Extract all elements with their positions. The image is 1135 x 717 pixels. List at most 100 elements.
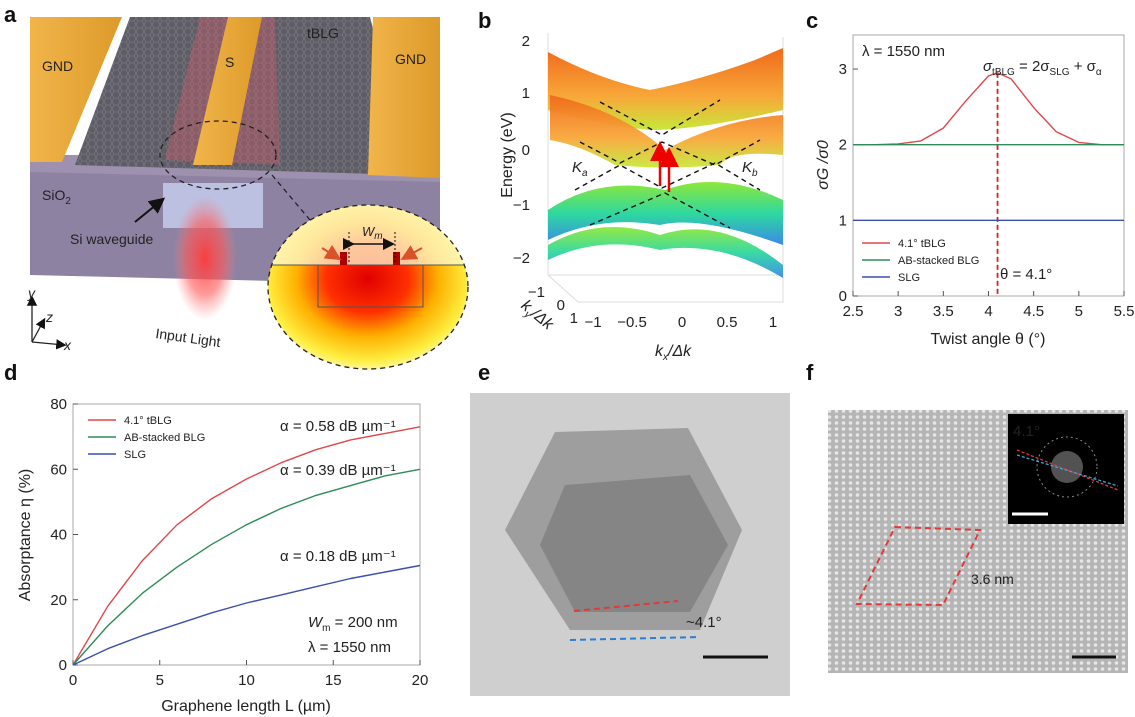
x-axis-label: Twist angle θ (°) bbox=[931, 331, 1046, 348]
y-axis-label: Absorptance η (%) bbox=[17, 469, 34, 602]
input-light-label: Input Light bbox=[155, 325, 222, 350]
theta-annotation: θ = 4.1° bbox=[1000, 266, 1052, 283]
panel-b-label: b bbox=[478, 8, 491, 33]
y-tick-label: 0 bbox=[59, 657, 67, 674]
lower-band-2 bbox=[548, 227, 783, 278]
x-tick-label: 5 bbox=[1075, 303, 1083, 320]
panel-a-label: a bbox=[4, 2, 17, 27]
legend-label: SLG bbox=[124, 449, 146, 461]
wm-annotation: Wm = 200 nm bbox=[308, 614, 398, 634]
y-tick-label: 2 bbox=[839, 137, 847, 154]
coordinate-axes: y z x bbox=[26, 285, 72, 353]
fft-angle-label: 4.1° bbox=[1013, 423, 1040, 440]
ytick: 2 bbox=[522, 33, 530, 50]
wavelength-annotation: λ = 1550 nm bbox=[862, 43, 945, 60]
legend-label: 4.1° tBLG bbox=[898, 238, 946, 250]
legend-label: 4.1° tBLG bbox=[124, 415, 172, 427]
x-tick-label: 15 bbox=[325, 672, 342, 689]
fft-ring bbox=[1036, 436, 1098, 498]
ky-ticks: −1 0 1 bbox=[528, 284, 578, 327]
fft-blue-line bbox=[1016, 454, 1119, 487]
x-tick-label: 20 bbox=[412, 672, 429, 689]
panel-c-chart: c 2.5 3 3.5 4 4.5 5 5.5 0 1 2 3 4.1° tBLG AB-stacked… bbox=[806, 8, 1134, 348]
twist-angle-label: ~4.1° bbox=[686, 614, 722, 631]
ytick: −2 bbox=[513, 250, 530, 267]
y-tick-label: 20 bbox=[50, 592, 67, 609]
legend-label: AB-stacked BLG bbox=[898, 255, 979, 267]
energy-axis-label: Energy (eV) bbox=[499, 112, 516, 197]
x-tick-label: 4.5 bbox=[1023, 303, 1044, 320]
gnd-right-label: GND bbox=[395, 51, 426, 67]
y-axis-label: σG /σ0 bbox=[815, 140, 832, 190]
tblg-label: tBLG bbox=[307, 25, 339, 41]
x-tick-label: 2.5 bbox=[843, 303, 864, 320]
gnd-left-label: GND bbox=[42, 58, 73, 74]
panel-e-label: e bbox=[478, 360, 490, 385]
ka-label: Ka bbox=[572, 159, 588, 179]
lower-band-1 bbox=[548, 182, 783, 245]
x-tick-label: 5.5 bbox=[1114, 303, 1135, 320]
x-tick-label: 4 bbox=[984, 303, 992, 320]
ytick: 1 bbox=[522, 85, 530, 102]
series-line-ab-stacked-blg bbox=[72, 468, 421, 666]
fft-center bbox=[1051, 451, 1083, 483]
kytick: −1 bbox=[528, 284, 545, 301]
panel-b: b Ka Kb 2 1 0 −1 −2 Energy (eV) −1 −0.5 bbox=[478, 8, 784, 363]
moire-unit-cell bbox=[855, 525, 982, 607]
x-tick-label: 0 bbox=[69, 672, 77, 689]
kx-ticks: −1 −0.5 0 0.5 1 bbox=[584, 314, 777, 331]
x-tick-label: 3 bbox=[894, 303, 902, 320]
series-line-4-1-tblg bbox=[72, 426, 421, 666]
y-tick-label: 60 bbox=[50, 461, 67, 478]
waveguide-label: Si waveguide bbox=[70, 231, 153, 247]
panel-d-label: d bbox=[4, 360, 17, 385]
signal-electrode bbox=[193, 17, 262, 165]
x-tick-label: 5 bbox=[156, 672, 164, 689]
kb-label: Kb bbox=[742, 159, 758, 179]
gnd-left-electrode bbox=[30, 17, 122, 162]
y-tick-label: 0 bbox=[839, 288, 847, 305]
bottom-edge-line bbox=[569, 636, 701, 641]
energy-ticks: 2 1 0 −1 −2 bbox=[513, 33, 530, 267]
xtick: 0 bbox=[678, 314, 686, 331]
input-light-beam bbox=[173, 196, 237, 320]
xtick: 0.5 bbox=[717, 314, 738, 331]
waveguide-arrow bbox=[134, 197, 166, 223]
zoom-circle bbox=[159, 120, 277, 190]
top-edge-line bbox=[573, 600, 679, 612]
panel-a: a GND S tBLG GND SiO2 Si waveguide Input… bbox=[4, 2, 469, 370]
panel-c-label: c bbox=[806, 8, 818, 33]
formula-annotation: σtBLG = 2σSLG + σα bbox=[983, 58, 1102, 78]
y-tick-label: 80 bbox=[50, 396, 67, 413]
x-tick-label: 10 bbox=[238, 672, 255, 689]
alpha-blg-annotation: α = 0.39 dB µm⁻¹ bbox=[280, 462, 396, 479]
series-line-4-1-tblg bbox=[853, 72, 1124, 146]
xtick: 1 bbox=[769, 314, 777, 331]
legend-label: SLG bbox=[898, 272, 920, 284]
signal-label: S bbox=[225, 54, 234, 70]
alpha-tblg-annotation: α = 0.58 dB µm⁻¹ bbox=[280, 418, 396, 435]
kytick: 0 bbox=[557, 297, 565, 314]
upper-band-1 bbox=[548, 48, 783, 130]
fft-red-line bbox=[1016, 449, 1119, 491]
series-line-slg bbox=[72, 564, 421, 666]
top-layer-flake bbox=[540, 475, 728, 612]
kytick: 1 bbox=[570, 310, 578, 327]
panel-f: f 3.6 nm 4.1° bbox=[806, 360, 1128, 673]
wm-label: Wm bbox=[362, 224, 383, 242]
legend-label: AB-stacked BLG bbox=[124, 432, 205, 444]
upper-band-2 bbox=[550, 95, 783, 168]
kx-axis-label: kx/Δk bbox=[655, 343, 692, 363]
panel-e: e ~4.1° bbox=[470, 360, 790, 696]
panel-d-chart: d 0 5 10 15 20 0 20 40 60 80 4.1° tBLG AB-stacked B… bbox=[4, 360, 428, 715]
ky-axis-label: ky/Δk bbox=[516, 297, 557, 336]
axis-y-label: y bbox=[27, 285, 36, 301]
alpha-slg-annotation: α = 0.18 dB µm⁻¹ bbox=[280, 548, 396, 565]
y-tick-label: 40 bbox=[50, 527, 67, 544]
xtick: −0.5 bbox=[617, 314, 647, 331]
zoom-guide-line bbox=[271, 174, 311, 221]
gnd-right-electrode bbox=[368, 17, 440, 178]
axis-x-label: x bbox=[63, 337, 72, 353]
moire-period-label: 3.6 nm bbox=[971, 571, 1014, 587]
